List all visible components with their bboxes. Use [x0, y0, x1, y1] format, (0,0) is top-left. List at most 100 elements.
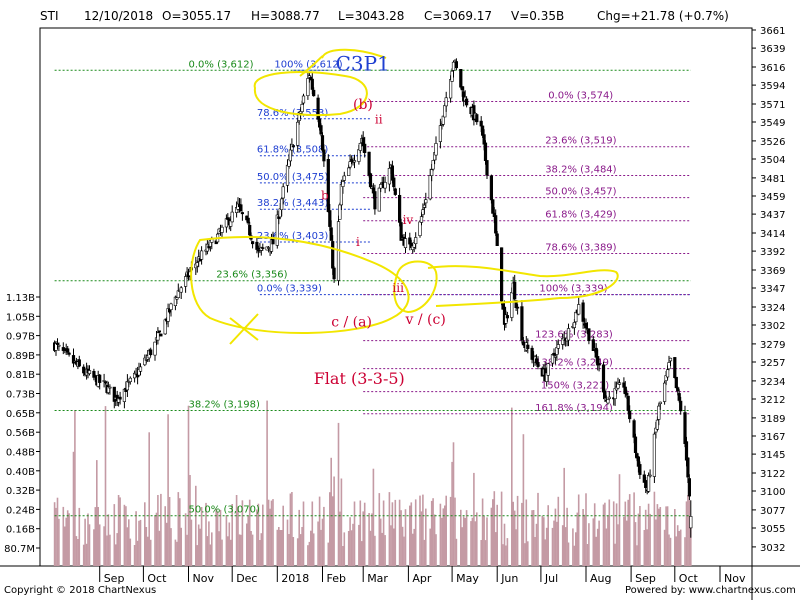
volume-bar	[543, 517, 545, 566]
volume-bar	[347, 531, 350, 566]
price-tick-label: 3257	[760, 358, 785, 369]
candle-body	[668, 357, 673, 362]
volume-tick-label: 0.40B	[6, 467, 35, 478]
wave-annotation: Flat (3-3-5)	[314, 369, 405, 388]
volume-bar	[77, 539, 79, 566]
candle-body	[434, 143, 438, 156]
volume-bar	[505, 545, 507, 566]
price-tick-label: 3189	[760, 414, 785, 425]
volume-tick-label: 0.65B	[6, 409, 35, 420]
level-label: 100% (3,612)	[274, 59, 342, 70]
candle-body	[368, 173, 373, 188]
candle-body	[87, 370, 92, 374]
candle-body	[397, 195, 402, 223]
volume-tick-label: 0.48B	[6, 448, 35, 459]
volume-bar	[666, 506, 669, 566]
volume-bar	[180, 527, 182, 566]
candle-body	[363, 143, 367, 154]
level-label: 38.2% (3,443)	[257, 198, 328, 209]
close-label: C=3069.17	[424, 9, 493, 23]
volume-tick-label: 0.73B	[6, 390, 35, 401]
volume-bar	[592, 518, 595, 566]
volume-bar	[492, 499, 494, 566]
candle-body	[118, 396, 122, 400]
candle-body	[526, 344, 530, 350]
volume-bar	[513, 510, 516, 566]
volume-bar	[391, 502, 394, 566]
candle-body	[246, 217, 250, 224]
volume-bar	[481, 498, 484, 566]
volume-bar	[337, 422, 340, 566]
price-tick-label: 3100	[760, 487, 785, 498]
volume-bar	[179, 498, 181, 566]
candle-body	[628, 410, 632, 420]
level-label: 100% (3,339)	[539, 284, 607, 295]
volume-bar	[634, 522, 637, 566]
volume-bar	[502, 544, 504, 566]
candle-body	[275, 214, 279, 246]
candle-body	[156, 332, 160, 341]
volume-bar	[272, 499, 274, 566]
volume-bar	[614, 543, 616, 566]
wave-annotation: c / (a)	[331, 315, 372, 331]
volume-bar	[251, 534, 254, 566]
price-tick-label: 3392	[760, 247, 785, 258]
volume-bar	[444, 505, 446, 566]
volume-bar	[189, 475, 191, 566]
volume-bar	[184, 513, 187, 566]
volume-bar	[461, 527, 463, 566]
volume-bar	[525, 499, 528, 566]
volume-bar	[655, 519, 657, 566]
wave-annotation: v / (c)	[405, 312, 446, 328]
volume-bar	[445, 495, 447, 566]
candle-body	[220, 226, 224, 233]
candle-body	[480, 125, 485, 136]
candle-body	[607, 396, 611, 400]
candle-body	[281, 186, 285, 199]
price-tick-label: 3234	[760, 377, 785, 388]
volume-bar	[452, 442, 455, 566]
volume-bar	[643, 530, 646, 566]
volume-bar	[432, 498, 434, 566]
candle-body	[536, 361, 540, 367]
volume-bar	[503, 523, 506, 566]
volume-bar	[583, 514, 586, 566]
volume-bar	[219, 509, 222, 566]
wave-annotation: b	[321, 188, 329, 202]
volume-bar	[362, 511, 364, 566]
month-label: Mar	[367, 572, 388, 585]
volume-label: V=0.35B	[511, 9, 565, 23]
candle-body	[329, 227, 333, 241]
level-label: 50.0% (3,457)	[545, 187, 616, 198]
volume-bar	[176, 541, 178, 566]
volume-bar	[58, 518, 60, 566]
volume-bar	[266, 400, 268, 566]
candle-body	[581, 302, 585, 322]
candle-body	[421, 209, 425, 215]
candle-body	[485, 160, 489, 176]
volume-bar	[237, 506, 239, 566]
candle-body	[166, 308, 170, 322]
volume-bar	[595, 536, 597, 566]
volume-bar	[575, 532, 577, 566]
month-label: May	[456, 572, 479, 585]
high-label: H=3088.77	[251, 9, 320, 23]
volume-bar	[343, 532, 346, 566]
volume-tick-label: 0.16B	[6, 525, 35, 536]
volume-bar	[617, 524, 619, 566]
wave-annotation: i	[356, 235, 360, 249]
month-label: Feb	[327, 572, 346, 585]
candle-body	[448, 79, 453, 99]
volume-bar	[585, 493, 587, 566]
candle-body	[475, 114, 479, 123]
wave-annotation: iv	[403, 213, 414, 227]
volume-bar	[248, 499, 251, 566]
volume-bar	[286, 519, 289, 566]
volume-bar	[516, 495, 519, 566]
volume-bar	[690, 526, 692, 566]
volume-bar	[675, 536, 678, 566]
volume-bar	[87, 513, 89, 566]
volume-bar	[554, 508, 557, 566]
volume-bar	[299, 534, 302, 566]
candle-body	[587, 328, 591, 342]
